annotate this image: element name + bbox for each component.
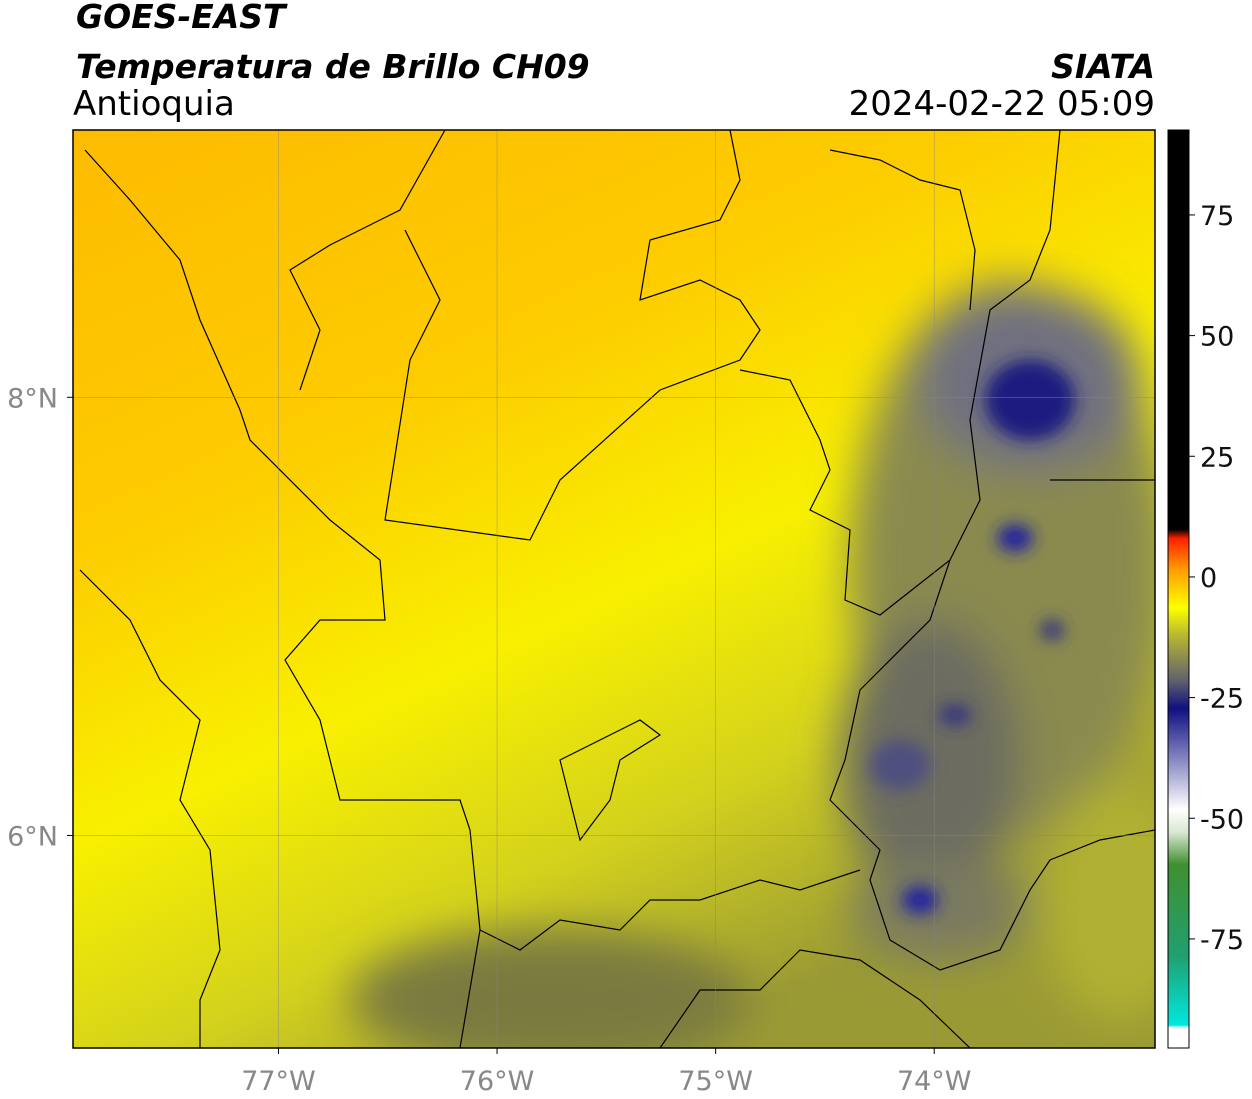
map-field: [73, 130, 1155, 1048]
x-tick-label: 74°W: [897, 1066, 972, 1097]
x-tick-label: 75°W: [678, 1066, 753, 1097]
title: GOES-EAST: [76, 0, 288, 36]
y-tick-label: 6°N: [7, 821, 58, 852]
subtitle: Temperatura de Brillo CH09: [76, 47, 590, 86]
colorbar: [1167, 129, 1190, 1049]
x-tick-label: 76°W: [460, 1066, 535, 1097]
x-tick-label: 77°W: [241, 1066, 316, 1097]
colorbar-ticks: -75 -50 -25 0 25 50 75: [1189, 201, 1244, 956]
map-frame: [72, 129, 1156, 1049]
region: Antioquia: [73, 84, 235, 124]
colorbar-tick-label: -25: [1200, 684, 1244, 715]
colorbar-tick-label: -50: [1200, 804, 1244, 835]
colorbar-tick-label: 50: [1200, 322, 1234, 353]
borders: [79, 130, 1155, 1048]
colorbar-tick-label: 25: [1200, 442, 1234, 473]
colorbar-tick-label: 0: [1200, 563, 1217, 594]
grid: [67, 130, 1155, 1054]
colorbar-tick-label: -75: [1200, 925, 1244, 956]
y-tick-label: 8°N: [7, 383, 58, 414]
colorbar-tick-label: 75: [1200, 201, 1234, 232]
source: SIATA: [1051, 47, 1155, 86]
datetime: 2024-02-22 05:09: [849, 84, 1155, 124]
